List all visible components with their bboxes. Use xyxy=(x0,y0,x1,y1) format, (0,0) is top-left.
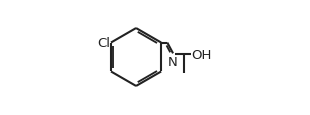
Text: OH: OH xyxy=(191,48,212,61)
Text: N: N xyxy=(168,55,177,68)
Text: Cl: Cl xyxy=(97,37,110,50)
